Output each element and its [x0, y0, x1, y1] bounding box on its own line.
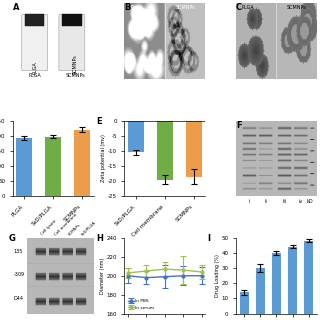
Text: SCMNPs: SCMNPs [65, 73, 85, 78]
Y-axis label: Drug Loading (%): Drug Loading (%) [215, 254, 220, 297]
Bar [288, 247, 297, 314]
Bar [25, 14, 44, 26]
Text: G: G [9, 234, 16, 243]
Y-axis label: Zeta potential (mv): Zeta potential (mv) [101, 134, 106, 182]
Text: B: B [124, 3, 131, 12]
Text: PLGA: PLGA [32, 61, 37, 74]
Bar [304, 241, 313, 314]
Text: Cell lysate: Cell lysate [41, 219, 58, 236]
Bar [186, 121, 202, 177]
Text: PLGA: PLGA [28, 73, 41, 78]
Text: iv: iv [299, 199, 303, 204]
Bar [74, 130, 90, 196]
Text: SCMNPs: SCMNPs [287, 5, 307, 11]
Bar [62, 14, 82, 26]
Bar [256, 268, 265, 314]
Text: -309: -309 [14, 272, 25, 277]
Text: SCMNPs: SCMNPs [73, 54, 77, 74]
Text: ii: ii [264, 199, 267, 204]
FancyBboxPatch shape [22, 14, 48, 71]
Text: F: F [236, 121, 242, 130]
Text: 135: 135 [14, 249, 23, 254]
Bar [240, 292, 249, 314]
Text: PLGA: PLGA [242, 5, 254, 11]
Text: i: i [249, 199, 250, 204]
Text: iii: iii [282, 199, 286, 204]
Bar [157, 121, 173, 180]
Text: H: H [96, 234, 103, 243]
FancyBboxPatch shape [59, 14, 85, 71]
Text: SsD/PLGA: SsD/PLGA [80, 220, 97, 236]
Text: kD: kD [306, 199, 313, 204]
Bar [16, 138, 32, 196]
Text: A: A [13, 3, 19, 12]
Text: E: E [96, 117, 102, 126]
Text: I: I [208, 234, 211, 243]
Bar [45, 137, 61, 196]
Text: C: C [236, 3, 242, 12]
Legend: In PBS, In serum: In PBS, In serum [127, 297, 156, 311]
Text: Cell membrane: Cell membrane [54, 212, 78, 236]
Text: SCMNPs: SCMNPs [175, 5, 195, 11]
Text: SCMNPs: SCMNPs [67, 222, 81, 236]
Text: D44: D44 [14, 296, 24, 301]
Bar [272, 253, 281, 314]
Text: PLGA: PLGA [130, 5, 143, 11]
Y-axis label: Diameter (nm): Diameter (nm) [100, 258, 105, 294]
Bar [128, 121, 144, 152]
